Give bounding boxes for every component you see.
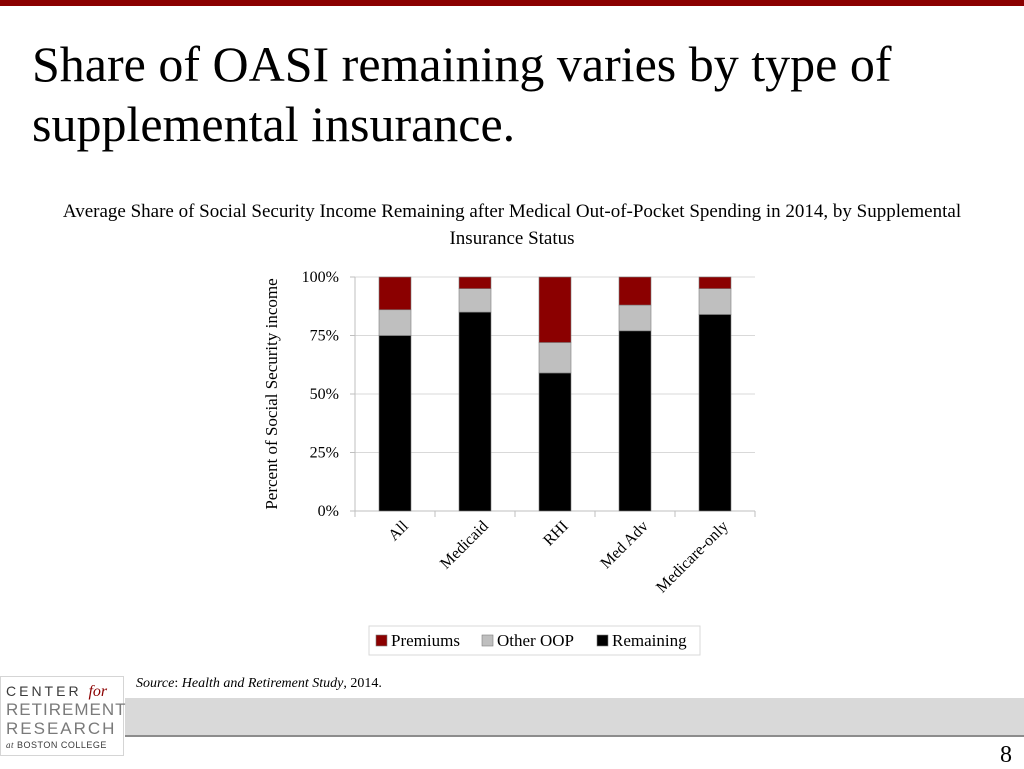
- footer-line: [125, 735, 1024, 737]
- legend-swatch: [596, 634, 609, 647]
- x-category-label: Medicaid: [437, 518, 492, 573]
- bar-other-oop: [378, 309, 412, 336]
- legend-label: Remaining: [612, 631, 687, 650]
- logo-line-boston: at BOSTON COLLEGE: [6, 740, 107, 750]
- slide-title: Share of OASI remaining varies by type o…: [32, 36, 892, 152]
- y-tick-label: 100%: [302, 269, 339, 286]
- legend-swatch: [481, 634, 494, 647]
- legend-box: [368, 625, 701, 656]
- bar-remaining: [538, 372, 572, 512]
- source-note: Source: Health and Retirement Study, 201…: [136, 676, 382, 691]
- x-category-label: RHI: [540, 518, 572, 550]
- logo-text-research: RESEARCH: [6, 719, 117, 738]
- logo-text-center: CENTER: [6, 683, 82, 699]
- y-tick-label: 25%: [310, 445, 339, 462]
- source-year: , 2014.: [343, 676, 382, 691]
- bar-premiums: [698, 276, 732, 289]
- logo-line-center: CENTER for: [6, 683, 107, 701]
- legend-label: Other OOP: [497, 631, 574, 650]
- legend-label: Premiums: [391, 631, 460, 650]
- y-tick-label: 0%: [318, 503, 339, 520]
- bar-other-oop: [538, 342, 572, 374]
- x-category-label: Medicare-only: [653, 518, 732, 597]
- bar-remaining: [458, 311, 492, 512]
- logo-text-for: for: [88, 683, 108, 700]
- page-number: 8: [1000, 742, 1012, 768]
- bar-other-oop: [618, 304, 652, 332]
- bar-premiums: [538, 276, 572, 343]
- bar-other-oop: [698, 288, 732, 315]
- bar-premiums: [618, 276, 652, 306]
- logo-text-at: at: [6, 740, 15, 750]
- bar-remaining: [698, 314, 732, 512]
- logo-text-boston-college: BOSTON COLLEGE: [17, 740, 107, 750]
- bar-other-oop: [458, 288, 492, 313]
- chart-title: Average Share of Social Security Income …: [62, 201, 962, 249]
- x-category-label: Med Adv: [597, 518, 651, 572]
- crr-logo: CENTER for RETIREMENT RESEARCH at BOSTON…: [0, 676, 127, 756]
- bar-premiums: [458, 276, 492, 289]
- source-label: Source: [136, 676, 175, 691]
- legend-swatch: [375, 634, 388, 647]
- bar-remaining: [378, 335, 412, 512]
- y-axis-label: Percent of Social Security income: [262, 278, 281, 509]
- bar-premiums: [378, 276, 412, 311]
- y-tick-label: 75%: [310, 328, 339, 345]
- logo-text-retirement: RETIREMENT: [6, 700, 127, 719]
- x-category-label: All: [385, 517, 412, 544]
- top-accent-bar: [0, 0, 1024, 6]
- footer-band: [125, 698, 1024, 736]
- source-study: Health and Retirement Study: [181, 676, 344, 691]
- bar-remaining: [618, 330, 652, 512]
- stacked-bar-chart: 0% 25% 50% 75% 100% All Medicaid RHI Med Adv Medi…: [262, 269, 756, 656]
- y-tick-label: 50%: [310, 386, 339, 403]
